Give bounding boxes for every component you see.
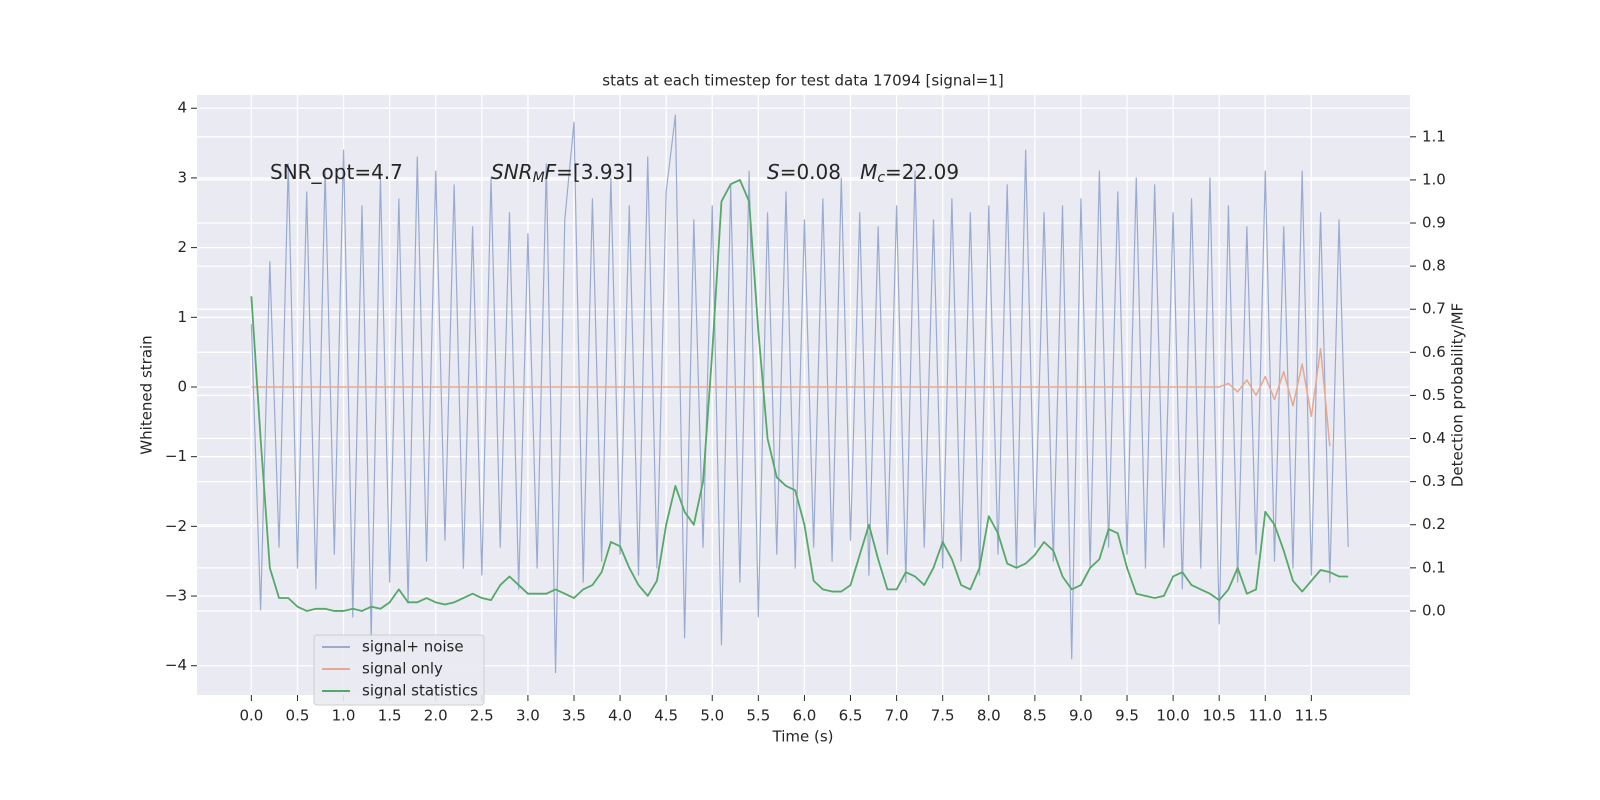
legend-box [313,634,485,706]
x-tick-label: 6.5 [839,707,863,725]
annotation-part: c [877,170,885,186]
y-tick-label: 3 [177,168,187,186]
annotation: SNRMF=[3.93] [491,160,633,187]
annotation-part: M [533,170,545,186]
annotation-part: S [767,160,780,184]
y2-tick-label: 0.5 [1422,386,1446,404]
annotation-part: M [860,160,877,184]
x-tick-label: 11.0 [1249,707,1282,725]
x-tick-label: 4.5 [654,707,678,725]
annotation-part: F [545,160,557,184]
x-tick-label: 8.5 [1023,707,1047,725]
x-tick-label: 5.5 [746,707,770,725]
x-tick-label: 10.5 [1202,707,1235,725]
y2-tick-label: 0.7 [1422,300,1446,318]
y-tick-label: 2 [177,238,187,256]
x-tick-label: 1.0 [332,707,356,725]
x-tick-label: 7.0 [885,707,909,725]
y-tick-label: 4 [177,99,187,117]
legend-label: signal+ noise [362,638,464,656]
annotation: SNR_opt=4.7 [270,160,403,184]
y2-tick-label: 0.4 [1422,429,1446,447]
x-tick-label: 10.0 [1156,707,1189,725]
y2-tick-label: 0.8 [1422,257,1446,275]
x-tick-label: 7.5 [931,707,955,725]
y2-tick-label: 0.6 [1422,343,1446,361]
y2-tick-label: 0.9 [1422,214,1446,232]
x-tick-label: 2.5 [470,707,494,725]
x-tick-label: 3.5 [562,707,586,725]
x-tick-label: 1.5 [378,707,402,725]
annotation-part: SNR_opt=4.7 [270,160,403,184]
series-line [250,114,1349,674]
x-tick-label: 9.0 [1069,707,1093,725]
y2-tick-label: 0.1 [1422,558,1446,576]
x-tick-label: 0.0 [239,707,263,725]
x-tick-label: 0.5 [286,707,310,725]
y2-tick-label: 1.1 [1422,127,1446,145]
x-axis-label: Time (s) [772,728,834,746]
x-tick-label: 8.0 [977,707,1001,725]
annotation-part: =[3.93] [556,160,633,184]
annotation-part: =0.08 [780,160,860,184]
y-tick-label: −4 [165,656,187,674]
y-tick-label: 1 [177,308,187,326]
y-tick-label: −3 [165,587,187,605]
annotation-part: SNR [491,160,533,184]
chart-title: stats at each timestep for test data 170… [602,72,1003,90]
x-tick-label: 9.5 [1115,707,1139,725]
y2-axis-label: Detection probability/MF [1449,303,1467,487]
y-tick-label: −2 [165,517,187,535]
series-line [251,347,1331,447]
y-axis-label: Whitened strain [138,335,156,454]
y2-tick-label: 0.2 [1422,515,1446,533]
x-tick-label: 2.0 [424,707,448,725]
x-tick-label: 4.0 [608,707,632,725]
legend-label: signal statistics [362,682,478,700]
annotation-part: =22.09 [885,160,959,184]
x-tick-label: 11.5 [1295,707,1328,725]
legend-label: signal only [362,660,443,678]
annotation: S=0.08 Mc=22.09 [767,160,959,187]
y-tick-label: −1 [165,447,187,465]
x-tick-label: 6.0 [792,707,816,725]
y2-tick-label: 0.0 [1422,601,1446,619]
x-tick-label: 3.0 [516,707,540,725]
y-tick-label: 0 [177,377,187,395]
y2-tick-label: 0.3 [1422,472,1446,490]
series-line [250,179,1349,612]
x-tick-label: 5.0 [700,707,724,725]
y2-tick-label: 1.0 [1422,170,1446,188]
